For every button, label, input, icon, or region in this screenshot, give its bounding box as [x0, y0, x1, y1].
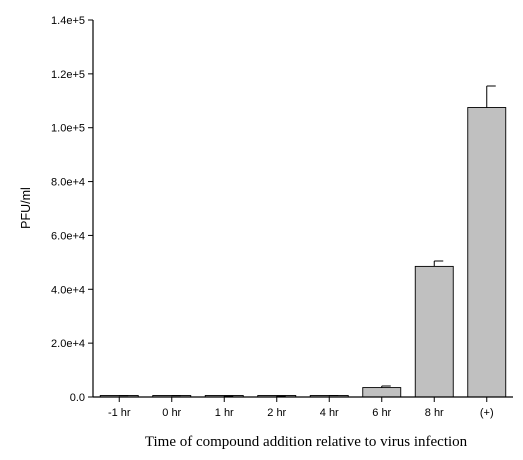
- x-tick-label: 1 hr: [215, 407, 234, 419]
- x-tick-label: -1 hr: [108, 407, 131, 419]
- bar: [362, 387, 402, 398]
- error-bar: [171, 395, 181, 397]
- bar: [467, 107, 507, 398]
- x-axis-label: Time of compound addition relative to vi…: [145, 434, 468, 450]
- bars: [99, 85, 507, 398]
- error-bar: [381, 385, 391, 388]
- y-tick-label: 1.2e+5: [51, 69, 85, 81]
- error-bar: [328, 395, 339, 397]
- x-tick-label: 4 hr: [320, 407, 339, 419]
- error-bar: [118, 395, 129, 397]
- x-axis-ticks: -1 hr 0 hr 1 hr 2 hr 4 hr 6 hr 8 hr (+): [108, 397, 494, 419]
- y-tick-label: 8.0e+4: [51, 177, 85, 189]
- x-tick-label: 6 hr: [372, 407, 391, 419]
- y-tick-label: 1.0e+5: [51, 123, 85, 135]
- y-tick-label: 0.0: [70, 392, 85, 404]
- y-tick-label: 4.0e+4: [51, 284, 85, 296]
- bar: [414, 265, 454, 398]
- error-bar: [486, 85, 496, 108]
- y-tick-label: 1.4e+5: [51, 15, 85, 27]
- x-tick-label: (+): [480, 407, 494, 419]
- x-tick-label: 0 hr: [162, 407, 181, 419]
- y-tick-label: 6.0e+4: [51, 230, 85, 242]
- error-bar: [433, 260, 444, 267]
- x-tick-label: 8 hr: [425, 407, 444, 419]
- y-axis-ticks: 0.0 2.0e+4 4.0e+4 6.0e+4 8.0e+4 1.0e+5 1.2e+5 1…: [51, 15, 93, 404]
- y-tick-label: 2.0e+4: [51, 338, 85, 350]
- x-tick-label: 2 hr: [267, 407, 286, 419]
- y-axis-label: PFU/ml: [19, 187, 33, 229]
